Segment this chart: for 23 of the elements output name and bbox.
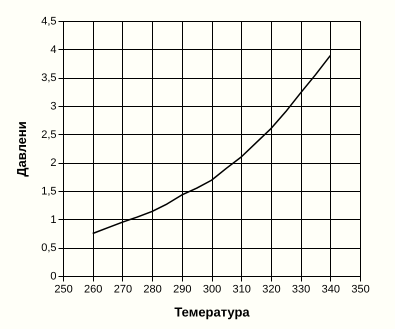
x-tick-label: 310 <box>232 284 251 296</box>
x-tick-label: 340 <box>322 284 340 296</box>
x-tick-label: 270 <box>114 284 132 296</box>
y-tick-label: 1,5 <box>41 186 56 198</box>
x-tick-label: 350 <box>351 284 370 296</box>
x-tick-label: 250 <box>54 284 73 296</box>
x-tick-label: 300 <box>202 284 222 296</box>
y-tick-label: 1 <box>50 214 56 226</box>
y-tick-label: 2 <box>50 157 56 170</box>
x-tick-label: 320 <box>262 284 281 296</box>
x-tick-label: 330 <box>292 284 310 296</box>
y-tick-label: 0,5 <box>41 242 56 254</box>
y-tick-label: 4,5 <box>41 16 56 28</box>
y-axis-title: Давлени <box>14 121 30 177</box>
y-tick-label: 4 <box>50 44 56 56</box>
x-tick-label: 290 <box>173 284 192 296</box>
x-axis-title: Темература <box>174 304 250 320</box>
x-tick-label: 280 <box>143 284 162 296</box>
y-tick-label: 3 <box>50 100 56 112</box>
x-tick-label: 260 <box>84 284 102 296</box>
y-tick-label: 0 <box>50 270 56 282</box>
y-tick-label: 2,5 <box>41 128 56 141</box>
y-tick-label: 3,5 <box>41 72 56 84</box>
